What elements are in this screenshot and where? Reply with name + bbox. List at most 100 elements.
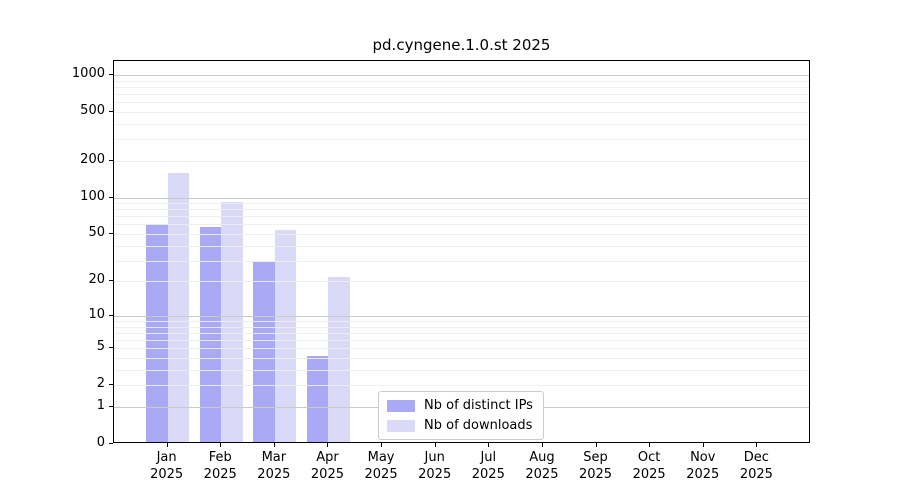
x-tick-month: Mar (261, 450, 287, 465)
x-tick-year: 2025 (257, 467, 291, 482)
y-tick-label: 5 (96, 339, 105, 355)
y-tick-mark (108, 405, 113, 407)
gridline-minor (114, 102, 809, 104)
bar-distinct_ips-mar (253, 262, 275, 442)
y-tick-mark (108, 74, 113, 75)
x-tick-mark (756, 443, 758, 447)
x-tick-month: Jan (156, 450, 177, 465)
x-tick-mark (434, 443, 436, 447)
bar-distinct_ips-feb (199, 227, 222, 442)
gridline-minor (114, 245, 809, 247)
legend-swatch-downloads (387, 419, 415, 432)
x-tick-label: May 2025 (341, 449, 421, 483)
gridline-minor (114, 385, 809, 387)
y-tick-mark (108, 347, 113, 349)
x-tick-year: 2025 (364, 467, 398, 482)
legend-label-distinct-ips: Nb of distinct IPs (424, 398, 533, 413)
gridline-minor (114, 86, 809, 88)
y-tick-label: 50 (88, 224, 105, 240)
y-tick-mark (108, 110, 113, 112)
x-tick-mark (488, 443, 490, 447)
y-tick-label: 2 (96, 376, 105, 392)
x-tick-label: Jul 2025 (448, 449, 528, 483)
x-tick-month: Dec (743, 450, 769, 465)
x-tick-mark (702, 443, 704, 447)
gridline-minor (114, 160, 809, 162)
y-tick-mark (108, 443, 113, 444)
legend-item-downloads: Nb of downloads (387, 418, 535, 433)
gridline-minor (114, 281, 809, 283)
legend: Nb of distinct IPs Nb of downloads (378, 391, 544, 440)
x-tick-year: 2025 (203, 467, 237, 482)
bar-distinct_ips-apr (307, 356, 329, 442)
bar-downloads-jan (167, 173, 190, 442)
x-tick-year: 2025 (418, 467, 452, 482)
legend-label-downloads: Nb of downloads (424, 418, 533, 433)
x-tick-label: Jan 2025 (127, 449, 207, 483)
gridline-minor (114, 326, 809, 328)
y-tick-mark (108, 384, 113, 386)
x-tick-mark (595, 443, 597, 447)
y-tick-label: 20 (88, 272, 105, 288)
y-tick-mark (108, 232, 113, 234)
x-tick-month: Jul (480, 450, 497, 465)
y-tick-mark (108, 159, 113, 161)
legend-swatch-distinct-ips (387, 399, 415, 412)
gridline-minor (114, 203, 809, 205)
x-tick-year: 2025 (525, 467, 559, 482)
gridline-major (114, 75, 809, 76)
x-tick-year: 2025 (471, 467, 505, 482)
x-tick-label: Jun 2025 (395, 449, 475, 483)
x-tick-month: Feb (208, 450, 232, 465)
x-tick-mark (273, 443, 275, 447)
x-tick-label: Feb 2025 (180, 449, 260, 483)
gridline-minor (114, 233, 809, 235)
x-tick-label: Dec 2025 (716, 449, 796, 483)
gridline-minor (114, 80, 809, 82)
x-tick-mark (327, 443, 329, 447)
x-tick-year: 2025 (310, 467, 344, 482)
gridline-major (114, 197, 809, 199)
gridline-minor (114, 209, 809, 211)
gridline-minor (114, 369, 809, 371)
y-tick-label: 0 (96, 435, 105, 450)
x-tick-year: 2025 (150, 467, 184, 482)
y-tick-mark (108, 196, 113, 198)
x-tick-year: 2025 (686, 467, 720, 482)
gridline-major (114, 315, 809, 317)
y-tick-mark (108, 314, 113, 316)
y-tick-label: 1 (96, 397, 105, 413)
x-tick-month: Oct (637, 450, 661, 465)
gridline-minor (114, 139, 809, 141)
x-tick-year: 2025 (632, 467, 666, 482)
x-tick-mark (541, 443, 543, 447)
x-tick-year: 2025 (578, 467, 613, 482)
gridline-minor (114, 332, 809, 334)
x-tick-label: Sep 2025 (556, 449, 636, 483)
x-tick-month: Aug (529, 450, 555, 465)
x-tick-mark (166, 443, 168, 447)
gridline-minor (114, 340, 809, 342)
y-tick-label: 500 (80, 102, 105, 118)
bar-downloads-apr (328, 276, 350, 442)
x-tick-month: May (367, 450, 395, 465)
gridline-minor (114, 111, 809, 113)
x-tick-label: Nov 2025 (663, 449, 743, 483)
gridline-minor (114, 123, 809, 125)
gridline-minor (114, 224, 809, 226)
x-tick-mark (649, 443, 651, 447)
gridline-minor (114, 321, 809, 323)
bar-downloads-mar (274, 229, 297, 442)
legend-item-distinct-ips: Nb of distinct IPs (387, 398, 535, 413)
gridline-minor (114, 216, 809, 218)
y-tick-label: 200 (80, 151, 105, 167)
y-tick-label: 1000 (71, 66, 105, 81)
gridline-minor (114, 348, 809, 350)
x-tick-label: Aug 2025 (502, 449, 582, 483)
y-tick-label: 100 (80, 188, 105, 204)
x-tick-month: Apr (316, 450, 339, 465)
x-tick-label: Oct 2025 (609, 449, 689, 483)
y-tick-mark (108, 280, 113, 282)
y-tick-label: 10 (88, 306, 105, 322)
